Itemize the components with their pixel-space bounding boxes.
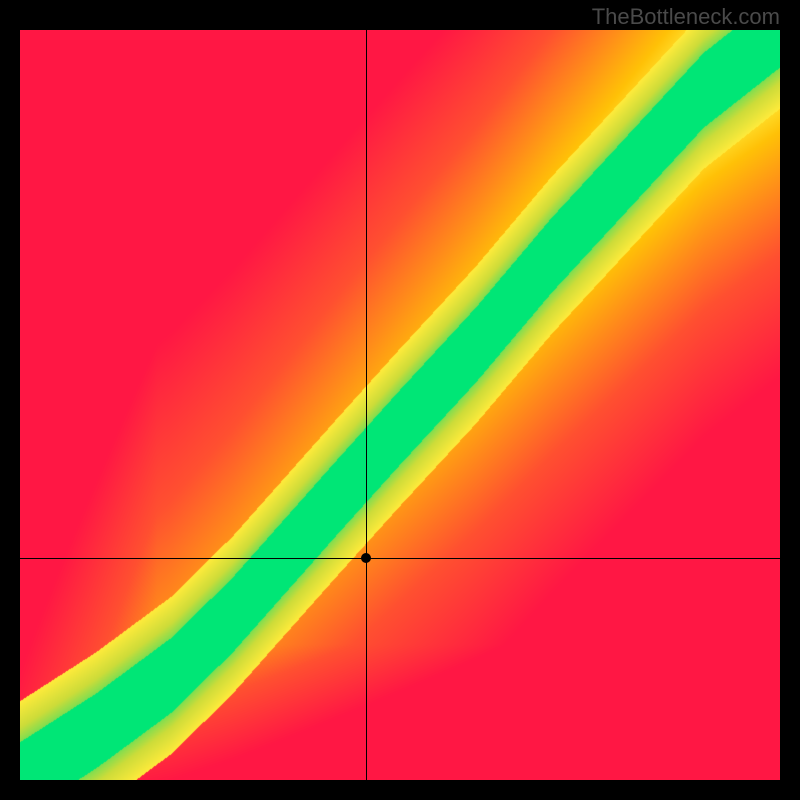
data-point-marker <box>361 553 371 563</box>
crosshair-vertical <box>366 30 367 780</box>
heatmap-chart <box>20 30 780 780</box>
watermark-text: TheBottleneck.com <box>592 4 780 30</box>
chart-container: TheBottleneck.com <box>0 0 800 800</box>
crosshair-horizontal <box>20 558 780 559</box>
heatmap-canvas <box>20 30 780 780</box>
